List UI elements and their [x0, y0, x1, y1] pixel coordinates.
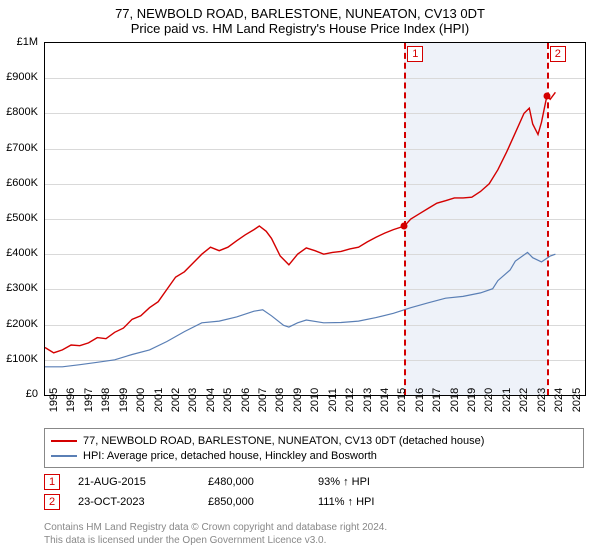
event-marker	[401, 223, 408, 230]
x-axis-label: 1995	[48, 388, 60, 412]
legend-item: HPI: Average price, detached house, Hinc…	[51, 448, 577, 463]
x-axis-label: 2019	[466, 388, 478, 412]
x-axis-label: 2025	[571, 388, 583, 412]
y-axis-label: £300K	[2, 282, 38, 294]
x-axis-label: 2002	[170, 388, 182, 412]
x-axis-label: 2008	[274, 388, 286, 412]
x-axis-label: 1998	[100, 388, 112, 412]
event-row-cell: £850,000	[208, 496, 318, 508]
x-axis-label: 2014	[379, 388, 391, 412]
x-axis-label: 2007	[257, 388, 269, 412]
x-axis-label: 2016	[414, 388, 426, 412]
x-axis-label: 2003	[187, 388, 199, 412]
series-property	[45, 92, 555, 353]
y-axis-label: £800K	[2, 106, 38, 118]
x-axis-label: 2020	[483, 388, 495, 412]
y-axis-label: £0	[2, 388, 38, 400]
event-row-badge: 1	[44, 474, 60, 490]
x-axis-label: 1996	[65, 388, 77, 412]
event-row-cell: 23-OCT-2023	[78, 496, 208, 508]
x-axis-label: 2023	[536, 388, 548, 412]
event-row: 1 21-AUG-2015£480,00093% ↑ HPI	[44, 472, 438, 492]
legend-swatch	[51, 440, 77, 442]
x-axis-label: 2004	[205, 388, 217, 412]
x-axis-label: 2022	[518, 388, 530, 412]
x-axis-label: 1999	[118, 388, 130, 412]
event-row: 2 23-OCT-2023£850,000111% ↑ HPI	[44, 492, 438, 512]
event-row-badge: 2	[44, 494, 60, 510]
y-axis-label: £200K	[2, 318, 38, 330]
x-axis-label: 2000	[135, 388, 147, 412]
y-axis-label: £1M	[2, 36, 38, 48]
x-axis-label: 2018	[449, 388, 461, 412]
x-axis-label: 2021	[501, 388, 513, 412]
attribution-line: This data is licensed under the Open Gov…	[44, 535, 387, 548]
x-axis-label: 2001	[153, 388, 165, 412]
x-axis-label: 2013	[362, 388, 374, 412]
event-row-cell: 21-AUG-2015	[78, 476, 208, 488]
events-table: 1 21-AUG-2015£480,00093% ↑ HPI 2 23-OCT-202…	[44, 472, 438, 512]
x-axis-label: 2006	[240, 388, 252, 412]
event-marker	[543, 92, 550, 99]
event-row-cell: 93% ↑ HPI	[318, 476, 438, 488]
plot-area	[44, 42, 586, 396]
event-line	[404, 43, 406, 395]
legend: 77, NEWBOLD ROAD, BARLESTONE, NUNEATON, …	[44, 428, 584, 468]
attribution: Contains HM Land Registry data © Crown c…	[44, 522, 387, 547]
x-axis-label: 2010	[309, 388, 321, 412]
attribution-line: Contains HM Land Registry data © Crown c…	[44, 522, 387, 535]
legend-item: 77, NEWBOLD ROAD, BARLESTONE, NUNEATON, …	[51, 433, 577, 448]
x-axis-label: 2024	[553, 388, 565, 412]
y-axis-label: £100K	[2, 353, 38, 365]
y-axis-label: £500K	[2, 212, 38, 224]
event-row-cell: 111% ↑ HPI	[318, 496, 438, 508]
chart-title: 77, NEWBOLD ROAD, BARLESTONE, NUNEATON, …	[0, 0, 600, 21]
x-axis-label: 2012	[344, 388, 356, 412]
event-row-cell: £480,000	[208, 476, 318, 488]
y-axis-label: £600K	[2, 177, 38, 189]
x-axis-label: 2005	[222, 388, 234, 412]
x-axis-label: 2011	[327, 388, 339, 412]
x-axis-label: 1997	[83, 388, 95, 412]
legend-swatch	[51, 455, 77, 457]
x-axis-label: 2015	[396, 388, 408, 412]
chart-subtitle: Price paid vs. HM Land Registry's House …	[0, 21, 600, 40]
series-hpi	[45, 252, 555, 366]
y-axis-label: £900K	[2, 71, 38, 83]
series-svg	[45, 43, 585, 395]
y-axis-label: £700K	[2, 142, 38, 154]
x-axis-label: 2009	[292, 388, 304, 412]
x-axis-label: 2017	[431, 388, 443, 412]
legend-label: HPI: Average price, detached house, Hinc…	[83, 450, 377, 462]
y-axis-label: £400K	[2, 247, 38, 259]
event-badge: 2	[550, 46, 566, 62]
event-badge: 1	[407, 46, 423, 62]
legend-label: 77, NEWBOLD ROAD, BARLESTONE, NUNEATON, …	[83, 435, 484, 447]
chart-container: 77, NEWBOLD ROAD, BARLESTONE, NUNEATON, …	[0, 0, 600, 560]
